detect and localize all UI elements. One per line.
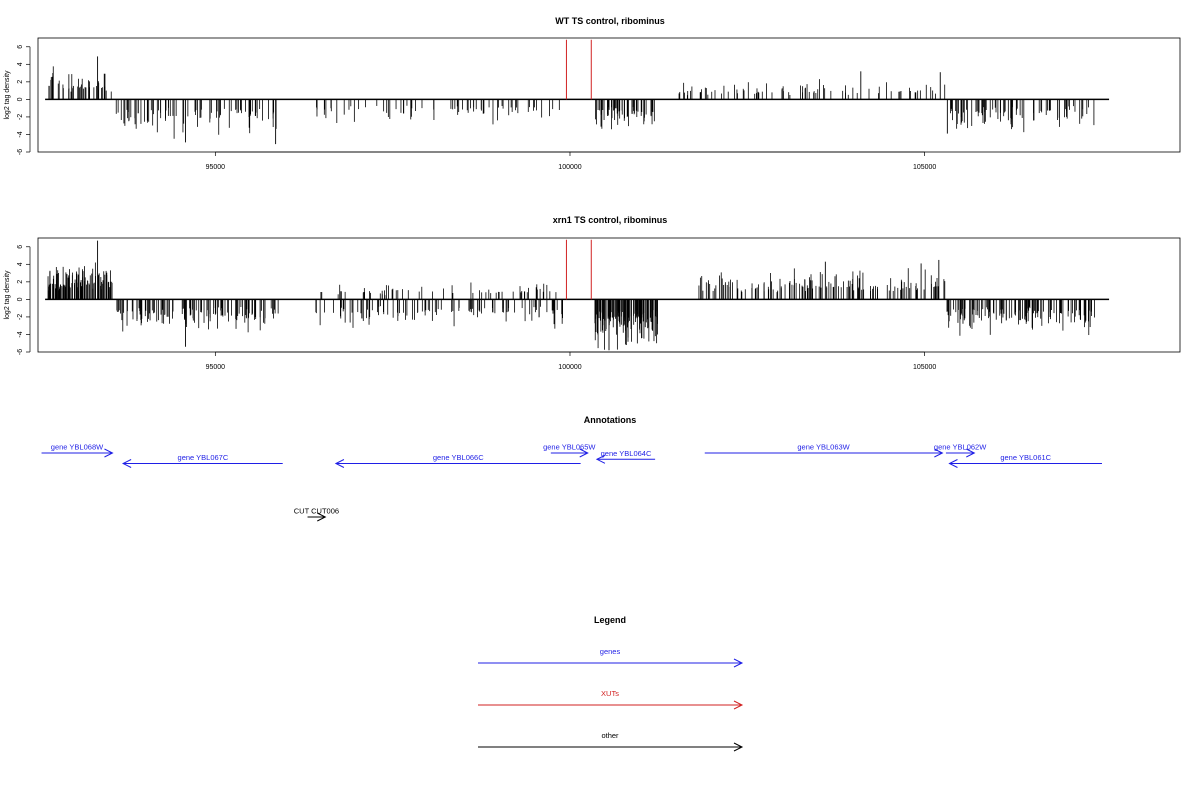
xrn1-x-axis: 95000 100000 105000 bbox=[206, 351, 936, 371]
gene-arrow bbox=[334, 459, 581, 468]
legend-title: Legend bbox=[594, 615, 626, 625]
y-tick-label: -2 bbox=[17, 314, 24, 320]
gene-label: gene YBL068W bbox=[51, 443, 104, 452]
wt-xut-markers bbox=[565, 39, 592, 100]
wt-panel-title: WT TS control, ribominus bbox=[555, 16, 665, 26]
y-tick-label: -4 bbox=[17, 331, 24, 337]
x-tick-label: 105000 bbox=[913, 164, 936, 171]
gene-label: gene YBL062W bbox=[934, 443, 987, 452]
legend-label: genes bbox=[600, 647, 621, 656]
annotation-features: gene YBL068W gene YBL067C gene YBL066C gene… bbox=[41, 443, 1102, 522]
gene-arrow bbox=[41, 448, 114, 458]
xrn1-y-axis: -6 -4 -2 0 2 4 6 bbox=[17, 245, 31, 355]
legend-label: other bbox=[601, 731, 619, 740]
gene-label: gene YBL067C bbox=[178, 453, 229, 462]
y-tick-label: 6 bbox=[17, 245, 24, 249]
other-feature-label: CUT CUT006 bbox=[294, 507, 339, 516]
gene-label: gene YBL063W bbox=[797, 443, 850, 452]
gene-arrow bbox=[948, 459, 1102, 468]
xrn1-y-axis-label: log2 tag density bbox=[4, 270, 11, 320]
other-feature-arrow bbox=[307, 512, 327, 522]
legend: Legend genes XUTs other bbox=[478, 615, 744, 752]
y-tick-label: -6 bbox=[17, 349, 24, 355]
legend-item-xuts: XUTs bbox=[478, 689, 744, 710]
x-tick-label: 95000 bbox=[206, 164, 226, 171]
wt-density-panel: WT TS control, ribominus log2 tag densit… bbox=[4, 16, 1181, 171]
y-tick-label: 0 bbox=[17, 297, 24, 301]
legend-label: XUTs bbox=[601, 689, 619, 698]
xrn1-density-bars bbox=[47, 240, 1095, 351]
wt-y-axis: -6 -4 -2 0 2 4 6 bbox=[17, 45, 31, 155]
x-tick-label: 95000 bbox=[206, 364, 226, 371]
gene-arrow bbox=[550, 448, 589, 458]
gene-arrow bbox=[121, 459, 283, 468]
gene-label: gene YBL061C bbox=[1000, 453, 1051, 462]
xrn1-density-panel: xrn1 TS control, ribominus log2 tag dens… bbox=[4, 215, 1181, 371]
xrn1-xut-markers bbox=[565, 239, 592, 300]
legend-items: genes XUTs other bbox=[478, 647, 744, 752]
wt-density-bars bbox=[48, 56, 1095, 145]
y-tick-label: 2 bbox=[17, 280, 24, 284]
legend-item-genes: genes bbox=[478, 647, 744, 668]
y-tick-label: -6 bbox=[17, 149, 24, 155]
annotations-title: Annotations bbox=[584, 415, 637, 425]
y-tick-label: 4 bbox=[17, 62, 24, 66]
gene-arrow bbox=[704, 448, 944, 458]
gene-arrow bbox=[945, 448, 976, 458]
x-tick-label: 105000 bbox=[913, 364, 936, 371]
y-tick-label: 0 bbox=[17, 97, 24, 101]
gene-label: gene YBL066C bbox=[433, 453, 484, 462]
gene-label: gene YBL064C bbox=[601, 449, 652, 458]
x-tick-label: 100000 bbox=[558, 164, 581, 171]
xrn1-panel-title: xrn1 TS control, ribominus bbox=[553, 215, 668, 225]
y-tick-label: -2 bbox=[17, 114, 24, 120]
y-tick-label: 2 bbox=[17, 80, 24, 84]
gene-label: gene YBL065W bbox=[543, 443, 596, 452]
y-tick-label: -4 bbox=[17, 131, 24, 137]
x-tick-label: 100000 bbox=[558, 364, 581, 371]
legend-item-other: other bbox=[478, 731, 744, 752]
y-tick-label: 6 bbox=[17, 45, 24, 49]
gene-arrow bbox=[595, 454, 656, 464]
wt-y-axis-label: log2 tag density bbox=[4, 70, 11, 120]
wt-plot-frame bbox=[37, 37, 1181, 153]
wt-x-axis: 95000 100000 105000 bbox=[206, 151, 936, 171]
y-tick-label: 4 bbox=[17, 262, 24, 266]
